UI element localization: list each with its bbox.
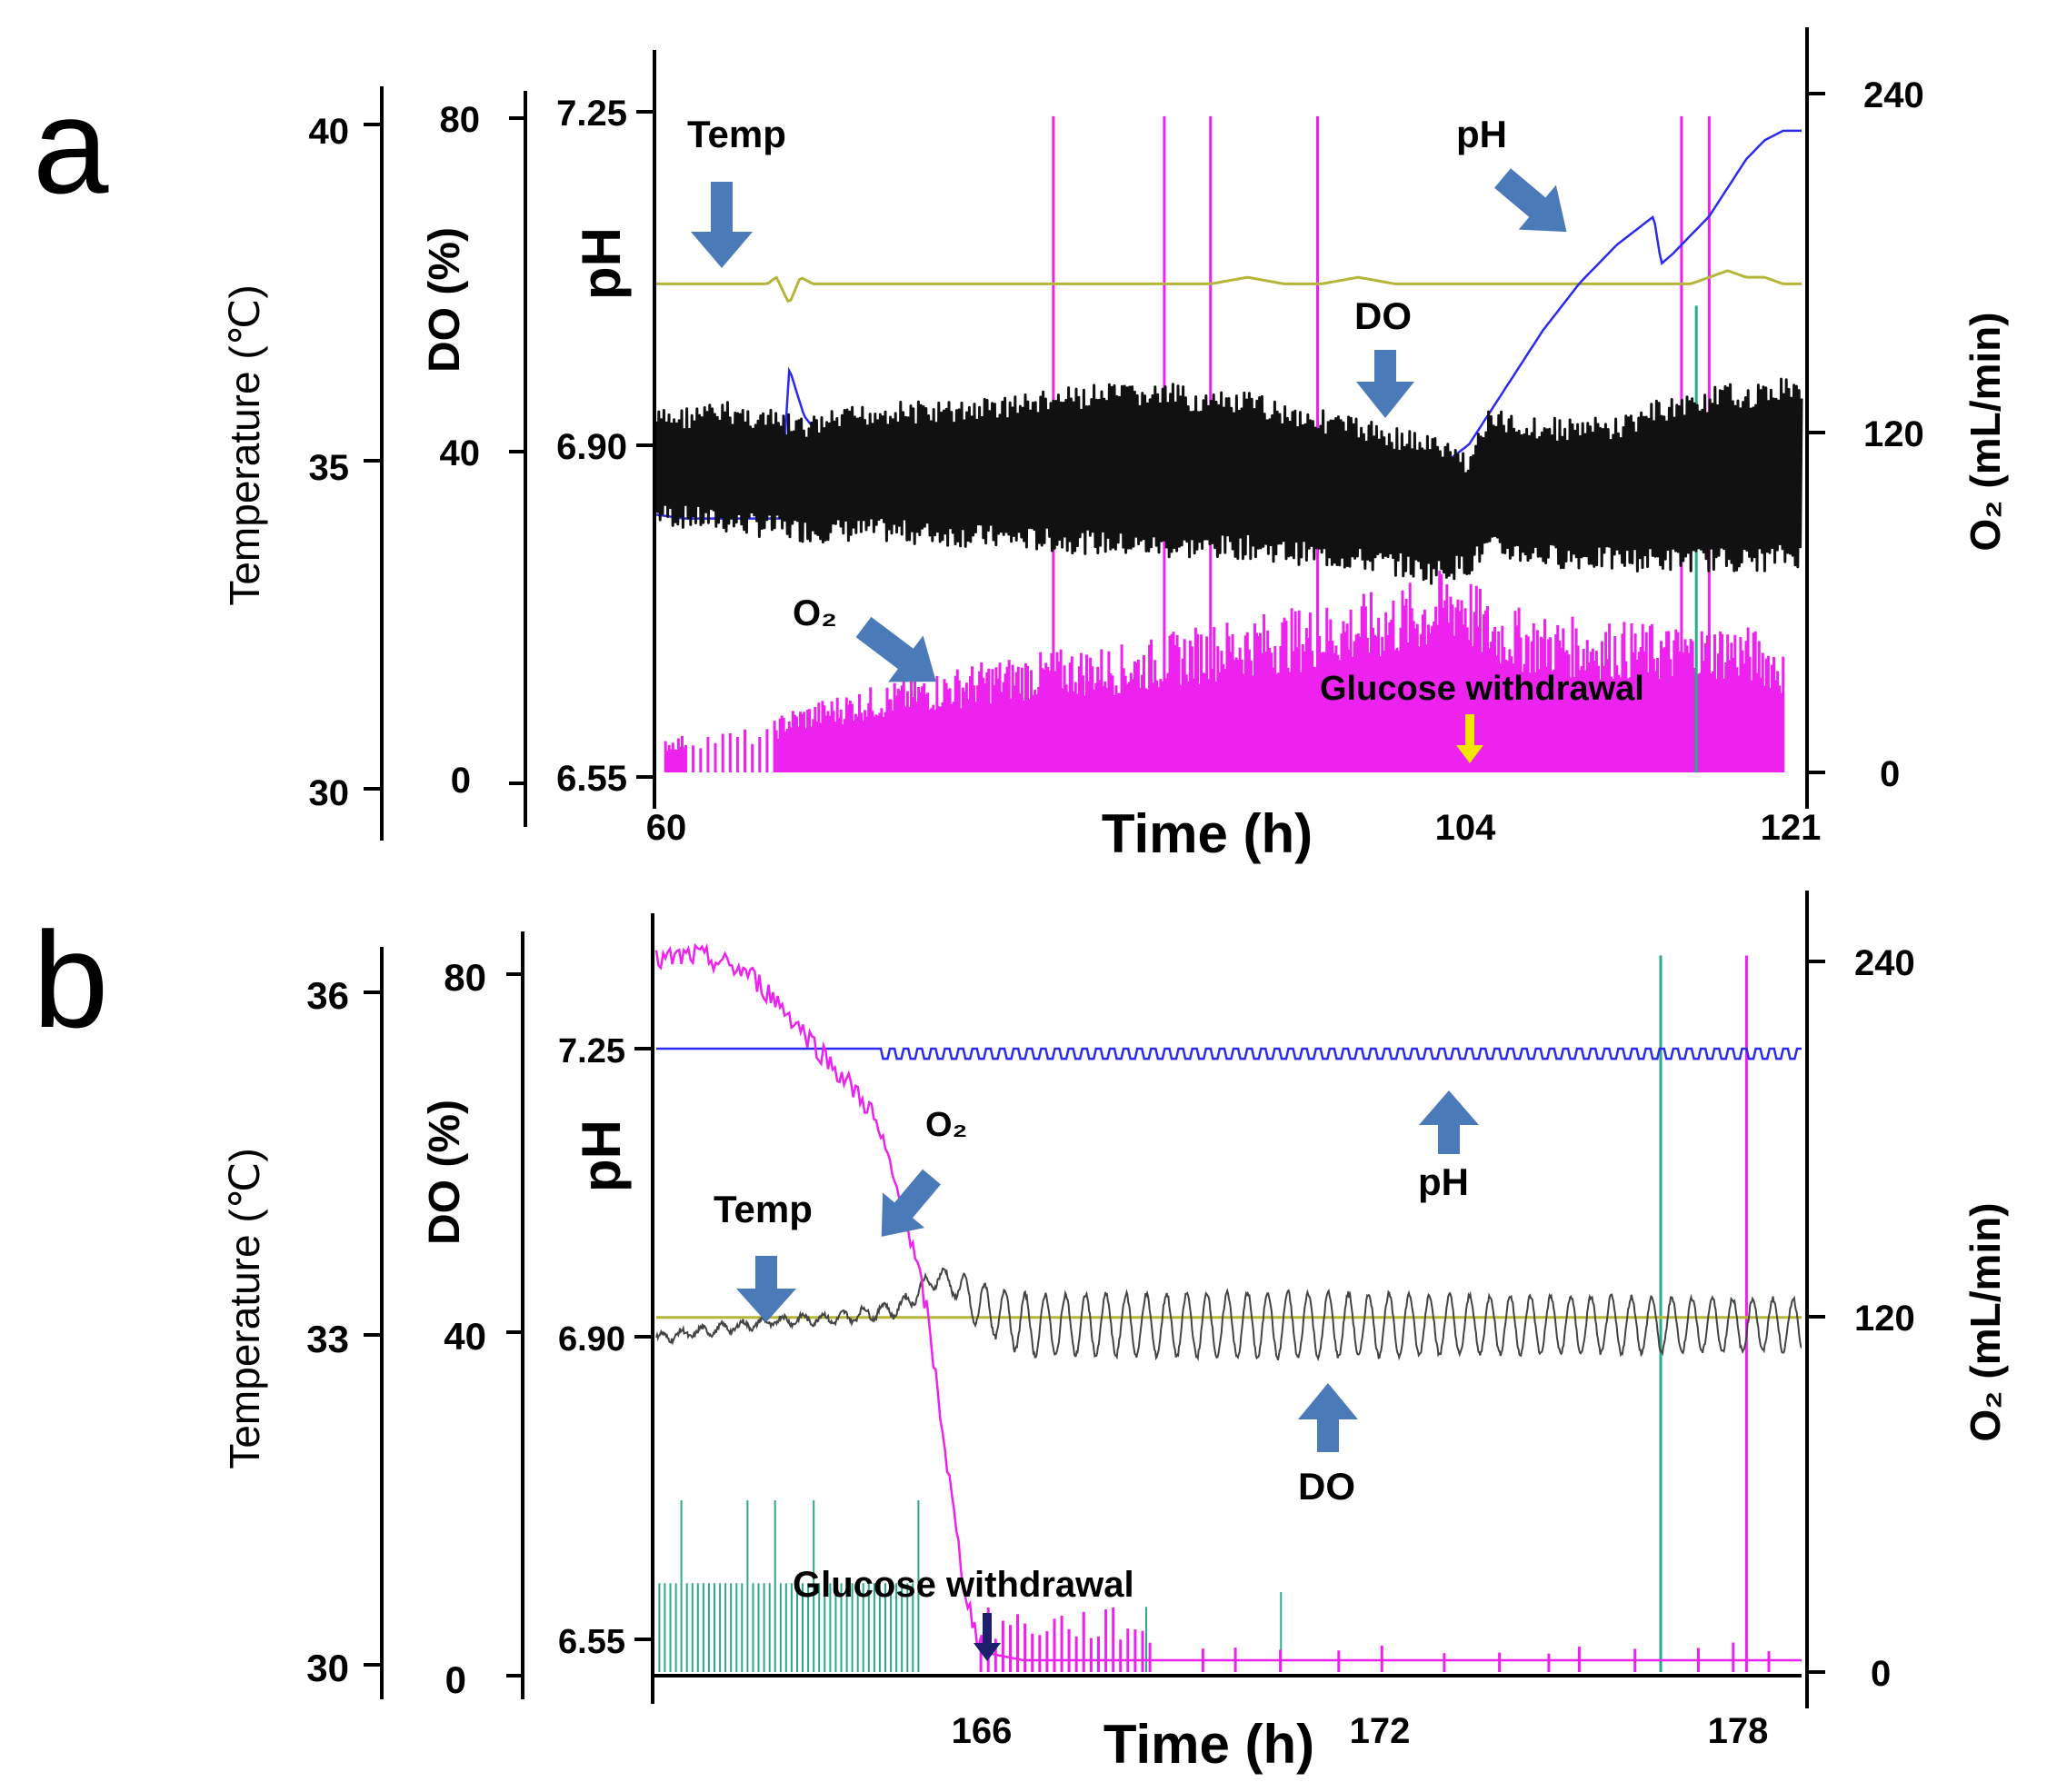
panel-b-do-ticks: 80 40 0	[444, 956, 523, 1701]
panel-b-o2-tick-label: 0	[1871, 1654, 1891, 1694]
panel-a-o2-series-group	[664, 570, 1785, 772]
panel-b-do-tick-label: 0	[445, 1658, 466, 1701]
panel-a-o2-tick-label: 240	[1863, 75, 1924, 115]
panel-b-ph-axis-title: pH	[571, 1120, 632, 1192]
panel-b-x-tick-label: 178	[1708, 1711, 1769, 1751]
panel-a-do-series-group	[656, 377, 1803, 585]
panel-b-o2-annotation: O₂	[925, 1106, 967, 1144]
panel-b-ph-arrow-icon	[1419, 1090, 1479, 1154]
panel-b-do-series-group	[655, 1268, 1802, 1362]
panel-a-ph-arrow-icon	[1494, 168, 1567, 233]
panel-a-do-tick-label: 0	[451, 761, 471, 801]
panel-b-o2-axis-title: O₂ (mL/min)	[1962, 1202, 2009, 1441]
panel-a-do-annotation: DO	[1354, 294, 1412, 337]
panel-a-ph-annotation: pH	[1456, 113, 1507, 155]
panel-a-temp-tick-label: 40	[309, 112, 350, 152]
panel-b-temp-tick-label: 36	[306, 974, 349, 1017]
panel-a-o2-axis-title: O₂ (mL/min)	[1962, 312, 2009, 551]
panel-a-o2-arrow-icon	[855, 616, 936, 682]
panel-b: b 36 33 30 Temperature (℃) 80 40 0 DO (%…	[33, 891, 2009, 1775]
panel-b-o2-ticks: 240 120 0	[1807, 943, 1915, 1694]
panel-b-ph-line	[656, 1047, 1802, 1060]
panel-a-do-axis-title: DO (%)	[421, 227, 469, 373]
panel-b-o2-line	[654, 942, 1802, 1662]
panel-a-ph-axis-title: pH	[571, 227, 632, 300]
panel-a-x-tick-label: 104	[1435, 808, 1496, 848]
panel-b-ph-tick-label: 7.25	[558, 1032, 625, 1070]
panel-b-temp-arrow-icon	[736, 1256, 796, 1322]
panel-a-label: a	[33, 69, 109, 222]
panel-a-do-line	[656, 377, 1803, 585]
panel-a-x-tick-label: 60	[646, 808, 687, 848]
panel-b-temp-annotation: Temp	[714, 1188, 813, 1230]
panel-a-plot-area	[656, 115, 1803, 772]
panel-b-x-tick-label: 166	[952, 1711, 1013, 1751]
panel-b-x-tick-label: 172	[1350, 1711, 1411, 1751]
panel-a-do-ticks: 80 40 0	[440, 100, 525, 801]
panel-a-temp-line	[656, 269, 1802, 304]
panel-a-do-tick-label: 80	[440, 100, 481, 140]
panel-b-ph-series-group	[656, 1047, 1802, 1060]
panel-a-temp-tick-label: 30	[309, 773, 350, 813]
panel-b-do-arrow-icon	[1298, 1383, 1358, 1452]
panel-b-do-line	[655, 1268, 1802, 1362]
panel-a-do-tick-label: 40	[440, 433, 481, 473]
panel-a-o2-annotation: O₂	[793, 593, 837, 633]
panel-b-temp-tick-label: 30	[306, 1647, 349, 1689]
panel-b-feed-spikes	[658, 1500, 1283, 1672]
panel-b-ph-tick-label: 6.90	[558, 1320, 625, 1359]
panel-a-glucose-annotation: Glucose withdrawal	[1320, 670, 1644, 708]
panel-a-temperature-axis-title: Temperature (℃)	[221, 284, 268, 605]
panel-a-ph-tick-label: 6.90	[556, 427, 627, 467]
panel-b-temperature-axis-title: Temperature (℃)	[221, 1148, 268, 1468]
panel-b-event-lines	[1659, 955, 1748, 1672]
panel-b-ph-annotation: pH	[1418, 1160, 1469, 1203]
panel-a-o2-tick-label: 120	[1863, 414, 1924, 454]
panel-b-o2-tick-label: 120	[1854, 1299, 1915, 1339]
panel-b-do-tick-label: 80	[444, 956, 486, 999]
panel-b-label: b	[33, 903, 108, 1056]
panel-a-temp-series-group	[656, 269, 1802, 304]
panel-b-ph-ticks: 7.25 6.90 6.55	[558, 1032, 653, 1661]
panel-a-o2-ticks: 240 120 0	[1807, 75, 1924, 794]
panel-a-x-axis-title: Time (h)	[1102, 803, 1313, 864]
panel-a-ph-tick-label: 7.25	[556, 94, 627, 134]
panel-b-x-axis-title: Time (h)	[1103, 1714, 1314, 1775]
panel-b-glucose-annotation: Glucose withdrawal	[793, 1565, 1134, 1605]
panel-a-temp-tick-label: 35	[309, 448, 350, 488]
panel-a-do-arrow-icon	[1356, 350, 1414, 418]
panel-a-ph-ticks: 7.25 6.90 6.55	[556, 94, 654, 799]
panel-a-ph-tick-label: 6.55	[556, 759, 627, 799]
panel-a-o2-tick-label: 0	[1880, 754, 1900, 794]
panel-b-o2-tick-label: 240	[1854, 943, 1915, 983]
panel-b-glucose-arrow-icon	[974, 1613, 1001, 1661]
panel-b-do-tick-label: 40	[444, 1315, 486, 1358]
panel-b-temp-tick-label: 33	[306, 1318, 349, 1360]
panel-a-temperature-ticks: 40 35 30	[309, 112, 382, 813]
panel-a-temp-arrow-icon	[691, 182, 753, 268]
panel-b-do-axis-title: DO (%)	[421, 1100, 469, 1245]
panel-b-plot-area	[654, 942, 1802, 1672]
panel-b-o2-arrow-icon	[881, 1169, 941, 1237]
panel-a-temp-annotation: Temp	[687, 113, 786, 155]
panel-b-do-annotation: DO	[1298, 1465, 1355, 1508]
panel-a-x-tick-label: 121	[1761, 808, 1822, 848]
panel-b-ph-tick-label: 6.55	[558, 1623, 625, 1661]
panel-b-temperature-ticks: 36 33 30	[306, 974, 382, 1689]
panel-a-glucose-arrow-icon	[1456, 714, 1483, 763]
panel-a: a 40 35 30 Temperature (℃) 80 40 0 DO (%…	[33, 27, 2009, 864]
